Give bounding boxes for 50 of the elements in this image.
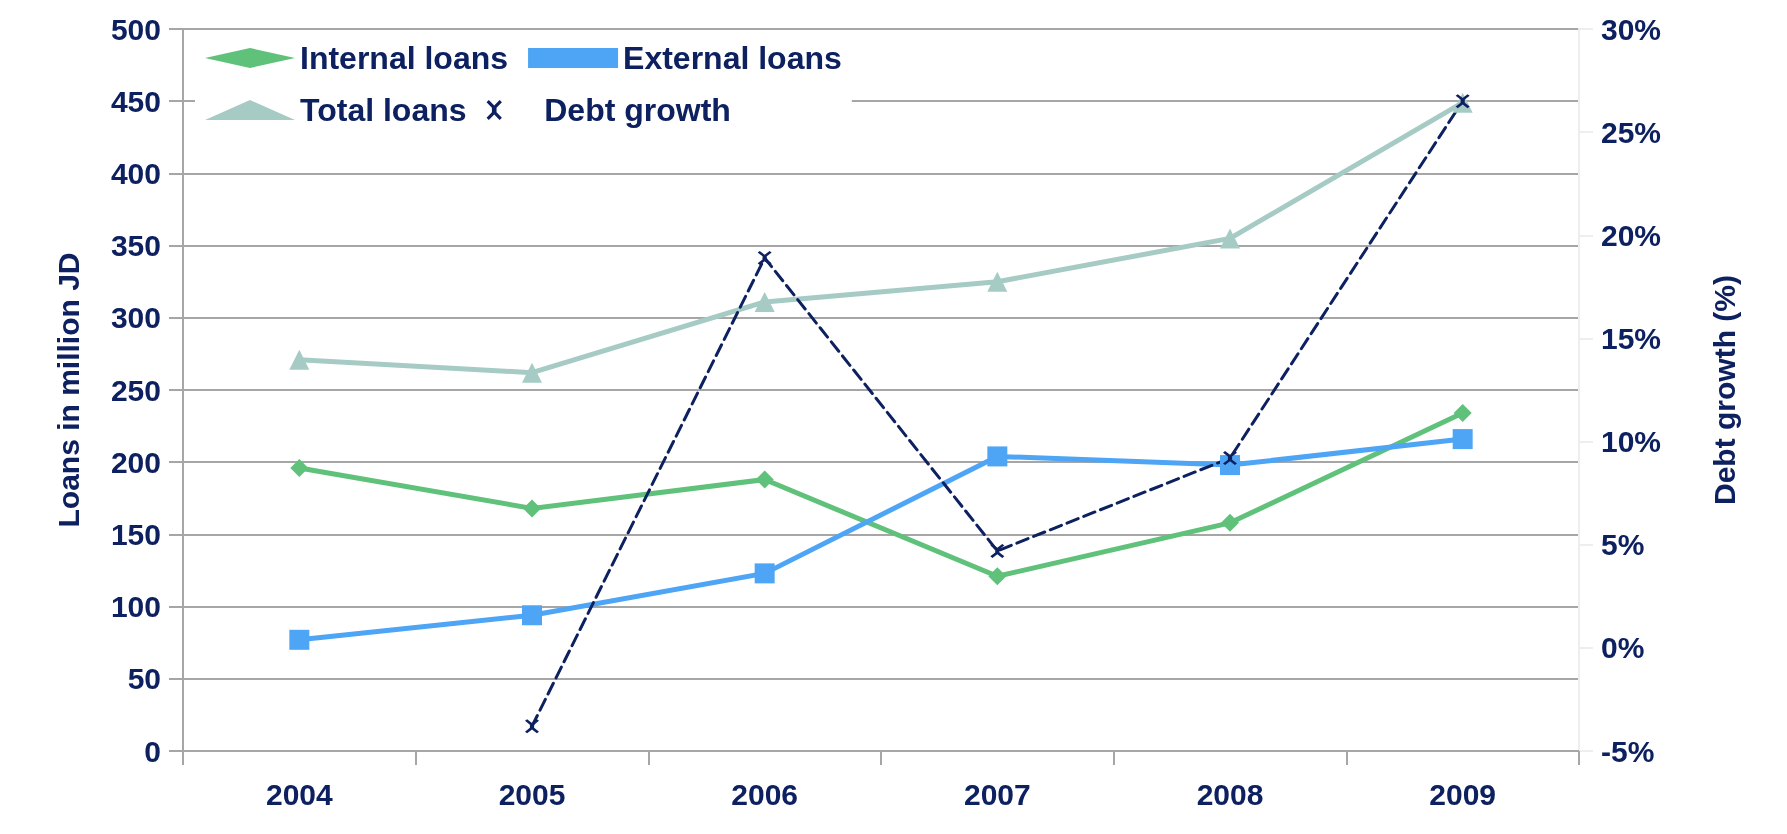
point <box>990 543 1005 558</box>
legend-label: External loans <box>623 40 842 76</box>
point <box>290 458 309 477</box>
y2-tick-label: -5% <box>1601 734 1655 768</box>
y-tick-label: 300 <box>110 301 161 335</box>
y-tick-label: 350 <box>110 229 161 263</box>
point <box>289 629 310 650</box>
y2-tick-label: 5% <box>1601 528 1645 562</box>
point <box>755 470 774 489</box>
y-axis-title: Loans in million JD <box>51 252 85 528</box>
y2-tick-label: 15% <box>1601 321 1662 355</box>
y2-tick-label: 20% <box>1601 218 1662 252</box>
point <box>522 605 542 626</box>
x-tick-label: 2009 <box>1429 777 1497 811</box>
point <box>757 250 772 265</box>
y2-tick-label: 10% <box>1601 425 1662 459</box>
y2-tick-label: 25% <box>1601 115 1662 149</box>
point <box>987 271 1008 292</box>
point <box>525 719 539 734</box>
point <box>522 362 542 383</box>
y2-tick-label: 30% <box>1601 12 1662 46</box>
y-tick-label: 450 <box>110 84 161 118</box>
point <box>1221 513 1239 532</box>
y2-axis-title: Debt growth (%) <box>1707 275 1741 505</box>
point <box>988 567 1007 586</box>
y-tick-label: 0 <box>144 734 161 768</box>
point <box>1453 404 1472 423</box>
legend-label: Total loans <box>300 92 467 128</box>
y2-tick-label: 0% <box>1601 631 1645 665</box>
legend-label: Debt growth <box>544 92 731 128</box>
point <box>754 563 775 584</box>
point <box>754 291 775 312</box>
x-tick-label: 2007 <box>963 777 1031 811</box>
point <box>523 499 541 518</box>
x-tick-label: 2006 <box>731 777 799 811</box>
x-tick-label: 2004 <box>265 777 334 811</box>
x-tick-label: 2005 <box>498 777 566 811</box>
point <box>289 349 310 370</box>
y-tick-label: 400 <box>110 156 161 190</box>
x-tick-label: 2008 <box>1196 777 1264 811</box>
point <box>987 446 1008 467</box>
y-tick-label: 50 <box>127 662 161 696</box>
y-tick-label: 150 <box>110 517 161 551</box>
point <box>1452 429 1473 450</box>
y-tick-label: 200 <box>110 445 161 479</box>
y-tick-label: 250 <box>110 373 161 407</box>
point <box>1220 228 1240 249</box>
y-tick-label: 100 <box>110 590 161 624</box>
y-tick-label: 500 <box>110 12 161 46</box>
legend-label: Internal loans <box>300 40 509 76</box>
